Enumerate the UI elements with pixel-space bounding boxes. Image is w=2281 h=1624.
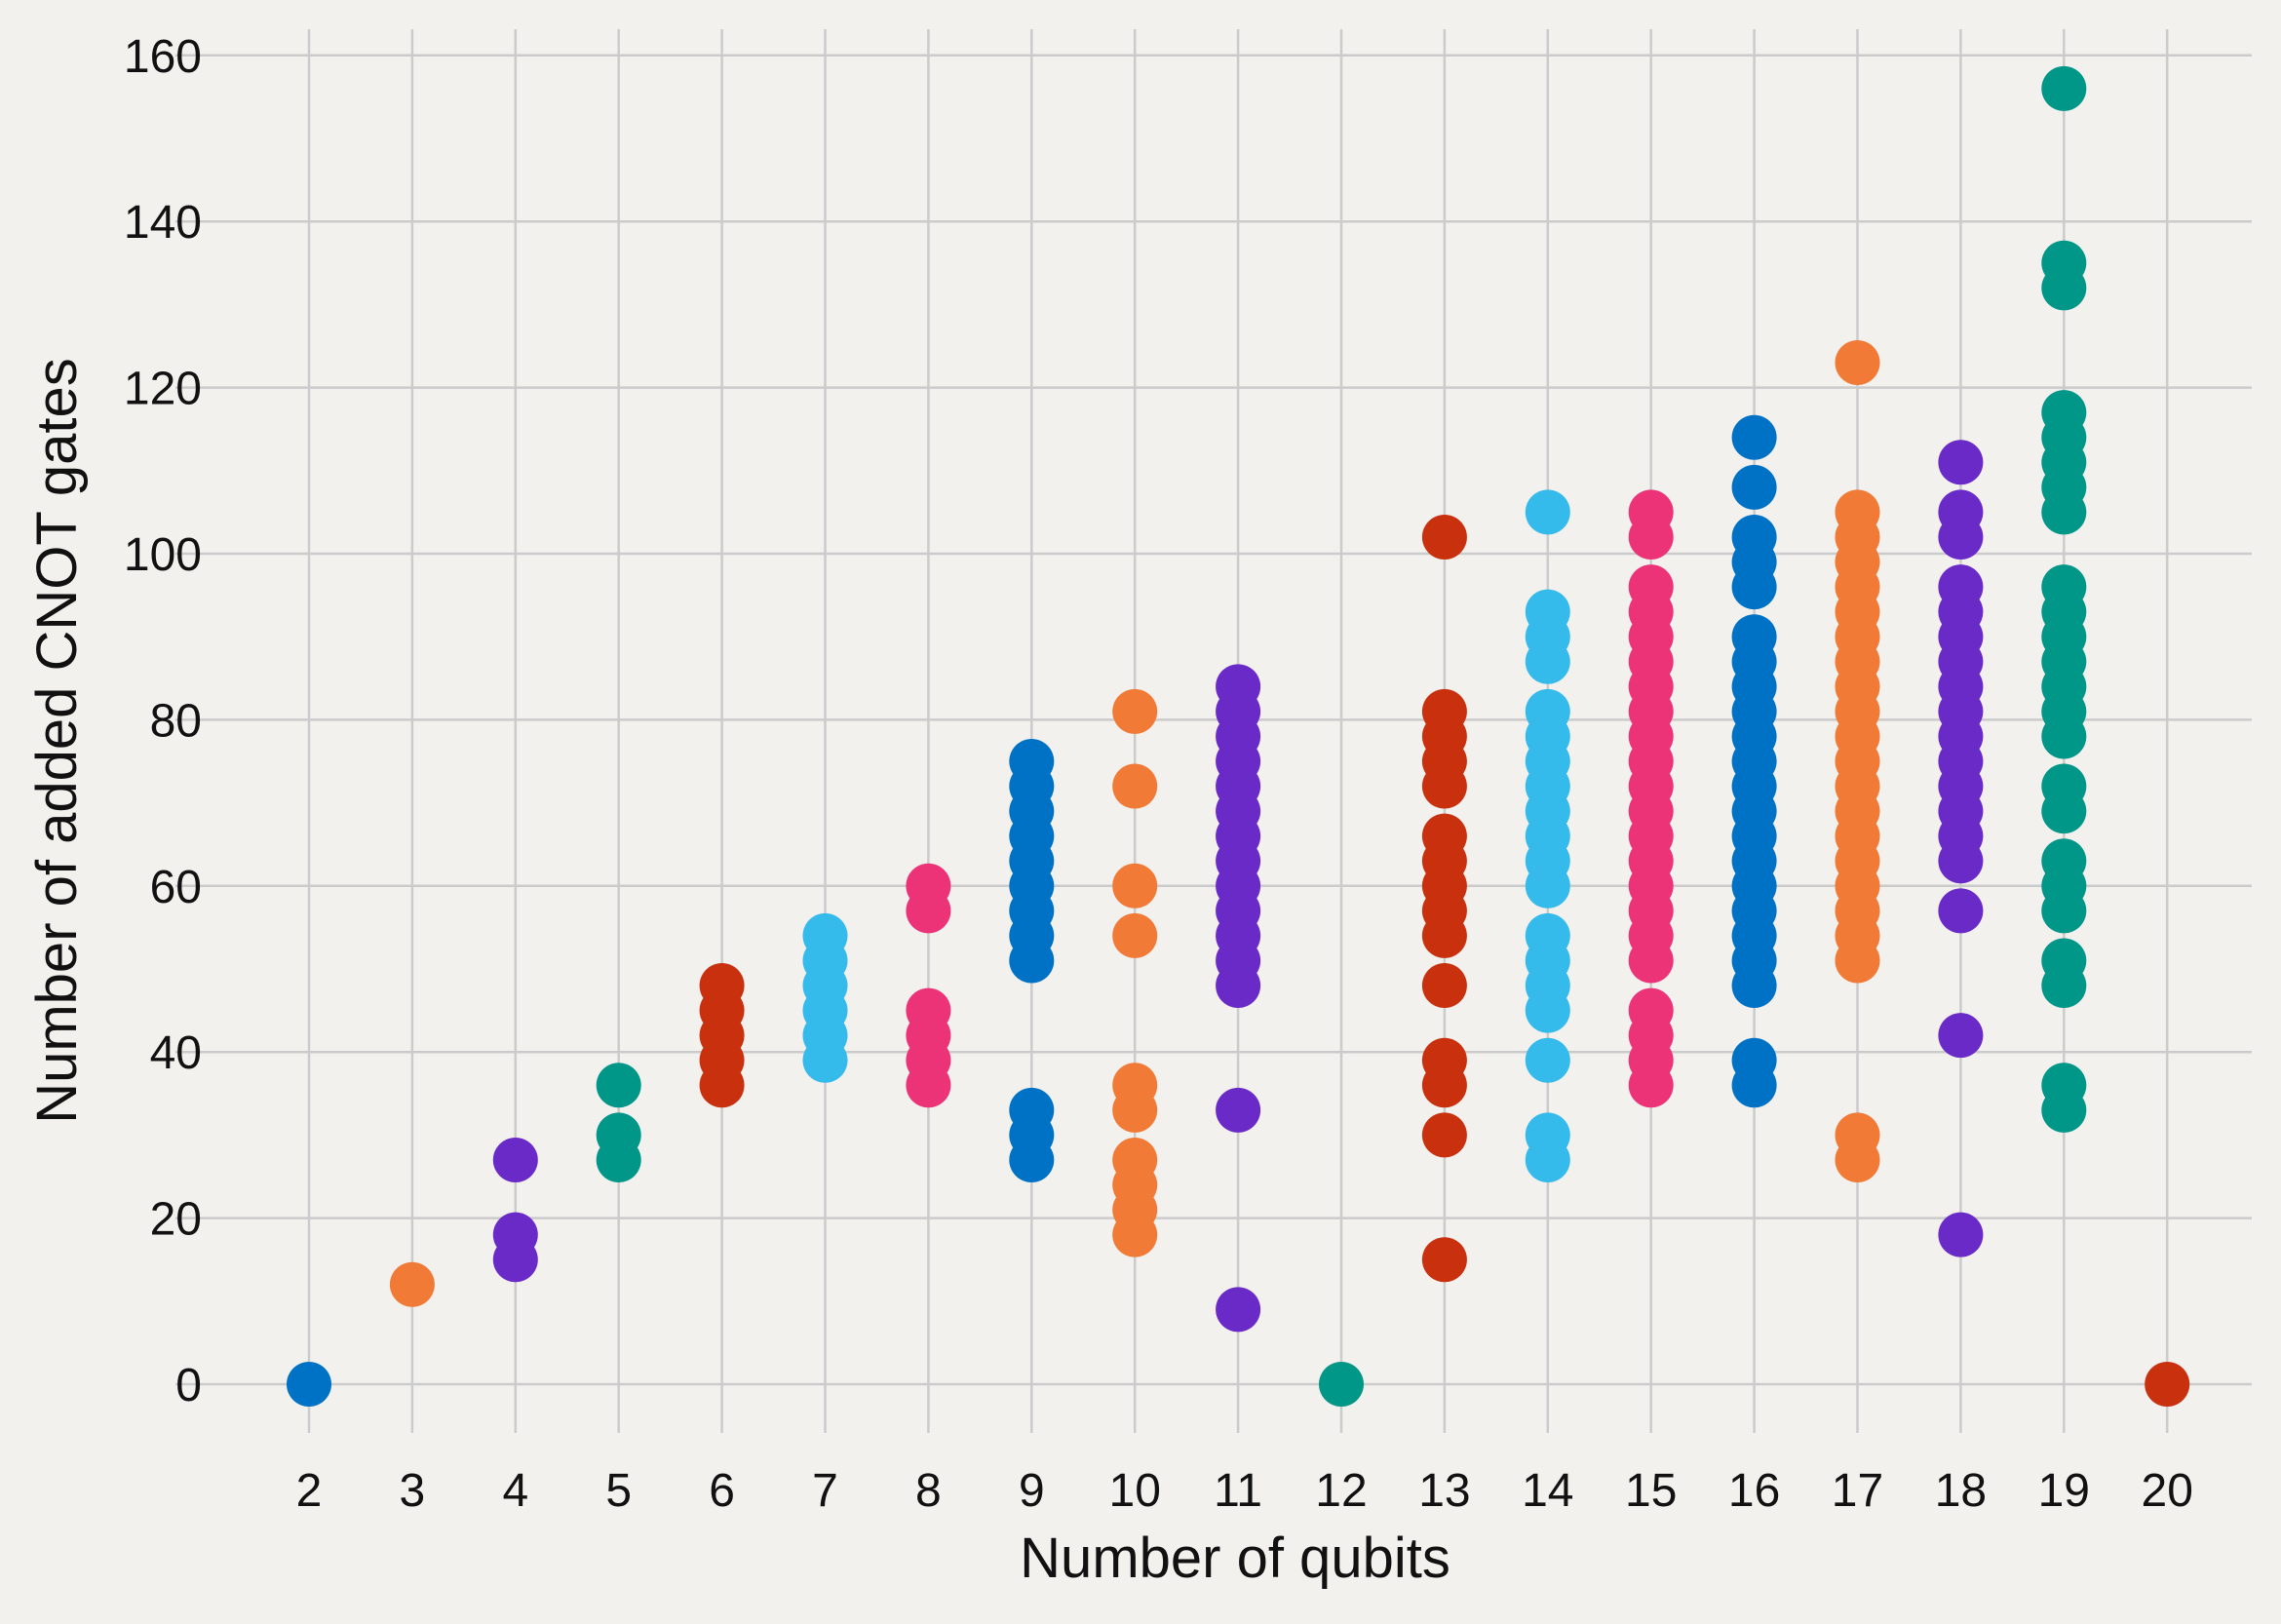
data-point [1731,464,1777,510]
x-tick-label: 11 [1214,1465,1262,1517]
x-axis-ticks: 2 3 4 5 6 7 8 9 10 11 12 13 14 15 16 17 18 19 20 [296,1465,2193,1517]
x-tick-label: 18 [1935,1465,1987,1517]
data-point [906,987,951,1033]
x-tick-label: 10 [1109,1465,1161,1517]
y-tick-label: 160 [124,31,202,83]
y-tick-label: 120 [124,364,202,415]
data-point [2041,390,2087,436]
data-point [2041,938,2087,984]
y-tick-label: 80 [150,695,202,747]
data-point [1525,912,1570,958]
x-tick-label: 9 [1019,1465,1045,1517]
data-point [1731,1037,1777,1083]
data-point [1421,1112,1467,1158]
data-point [2145,1362,2190,1407]
data-point [1112,1137,1158,1182]
data-point [1112,863,1158,909]
data-point [1938,1212,1984,1257]
x-tick-label: 20 [2142,1465,2193,1517]
x-tick-label: 5 [605,1465,632,1517]
data-point [1216,1087,1261,1133]
data-point [1319,1362,1364,1407]
y-tick-label: 20 [150,1194,202,1246]
x-tick-label: 12 [1315,1465,1367,1517]
data-point [1835,1112,1880,1158]
y-tick-label: 100 [124,529,202,581]
data-point [1938,489,1984,535]
data-point [1421,514,1467,560]
x-tick-label: 6 [709,1465,735,1517]
x-tick-label: 17 [1832,1465,1883,1517]
data-point [1112,688,1158,734]
y-tick-label: 40 [150,1027,202,1079]
data-point [1938,564,1984,610]
data-point [1009,739,1055,784]
data-point [1112,912,1158,958]
data-point [1731,614,1777,660]
data-point [389,1261,435,1307]
data-point [2041,564,2087,610]
data-point [492,1212,538,1257]
data-point [1421,688,1467,734]
data-point [1525,1112,1570,1158]
data-point [2041,763,2087,809]
data-point [1421,1237,1467,1283]
x-tick-label: 8 [915,1465,942,1517]
data-point [1216,664,1261,710]
x-tick-label: 2 [296,1465,323,1517]
data-point [1421,813,1467,859]
data-point [1216,1287,1261,1333]
x-axis-label: Number of qubits [1020,1527,1450,1590]
data-point [1628,987,1674,1033]
data-point [2041,1063,2087,1108]
y-axis-label: Number of added CNOT gates [25,358,89,1124]
data-point [1009,1087,1055,1133]
data-point [1835,340,1880,386]
data-point [906,863,951,909]
data-point [2041,65,2087,111]
data-point [699,963,745,1009]
x-tick-label: 3 [400,1465,426,1517]
data-point [2041,240,2087,286]
data-point [1835,489,1880,535]
y-tick-label: 0 [175,1360,202,1411]
data-point [596,1112,641,1158]
data-point [1525,589,1570,635]
y-tick-label: 60 [150,862,202,913]
data-point [1421,963,1467,1009]
data-point [1731,414,1777,460]
data-point [1525,688,1570,734]
data-point [596,1063,641,1108]
x-tick-label: 13 [1418,1465,1470,1517]
x-tick-label: 4 [502,1465,528,1517]
y-tick-label: 140 [124,197,202,249]
data-point [1525,489,1570,535]
data-point [1628,489,1674,535]
x-tick-label: 7 [812,1465,838,1517]
data-point [1421,1037,1467,1083]
data-point [1938,440,1984,485]
x-tick-label: 19 [2038,1465,2090,1517]
data-point [1525,1037,1570,1083]
data-point [1938,888,1984,934]
data-point [492,1137,538,1182]
data-point [1112,763,1158,809]
y-axis-ticks: 0 20 40 60 80 100 120 140 160 [124,31,202,1411]
data-point [287,1362,331,1407]
data-points [287,65,2190,1407]
data-point [1628,564,1674,610]
x-tick-label: 16 [1728,1465,1780,1517]
data-point [802,912,848,958]
x-tick-label: 15 [1625,1465,1677,1517]
data-point [1938,1013,1984,1059]
data-point [1731,514,1777,560]
x-tick-label: 14 [1522,1465,1573,1517]
data-point [1112,1063,1158,1108]
data-point [2041,838,2087,884]
